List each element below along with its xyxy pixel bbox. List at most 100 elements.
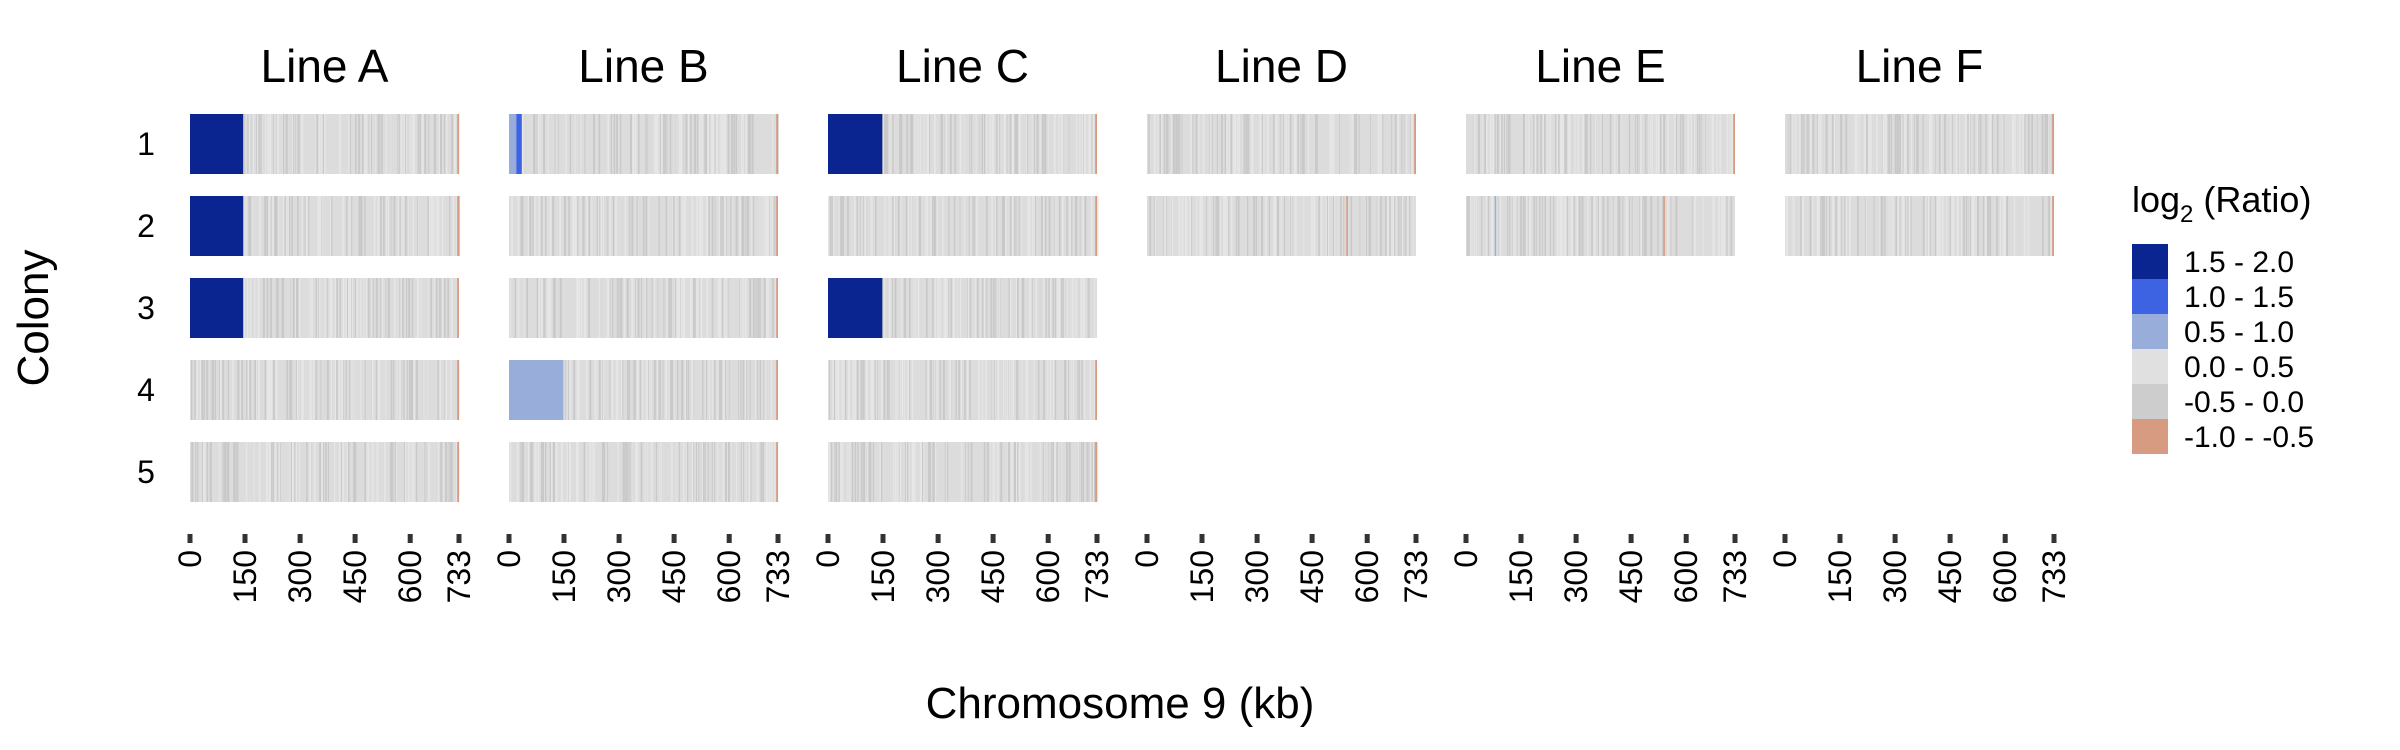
texture-line (720, 360, 722, 420)
texture-line (670, 360, 672, 420)
texture-line (626, 442, 629, 502)
texture-line (1029, 278, 1031, 338)
texture-line (1035, 278, 1037, 338)
texture-line (959, 114, 962, 174)
track-colony-1 (828, 114, 1097, 174)
texture-line (1169, 114, 1171, 174)
texture-line (305, 196, 308, 256)
texture-line (412, 442, 415, 502)
texture-line (400, 196, 402, 256)
texture-line (1401, 196, 1404, 256)
texture-line (434, 278, 436, 338)
texture-line (852, 360, 855, 420)
texture-line (647, 442, 649, 502)
texture-line (1006, 114, 1008, 174)
texture-line (1048, 114, 1050, 174)
texture-line (371, 442, 374, 502)
texture-line (1564, 114, 1566, 174)
texture-line (632, 114, 634, 174)
texture-line (897, 360, 898, 420)
texture-line (396, 360, 398, 420)
x-tick (1732, 534, 1738, 543)
texture-line (706, 114, 708, 174)
texture-line (762, 196, 764, 256)
x-tick (1309, 534, 1315, 543)
legend-swatch (2132, 349, 2168, 384)
texture-line (895, 278, 897, 338)
texture-line (1005, 360, 1007, 420)
texture-line (996, 196, 998, 256)
texture-line (291, 114, 293, 174)
texture-line (675, 114, 677, 174)
texture-line (1989, 114, 1992, 174)
texture-line (416, 360, 418, 420)
texture-line (427, 196, 429, 256)
texture-line (947, 442, 949, 502)
texture-line (1513, 196, 1515, 256)
texture-line (856, 360, 858, 420)
texture-line (1181, 114, 1183, 174)
texture-line (719, 196, 721, 256)
track-background (1147, 114, 1416, 174)
texture-line (559, 278, 562, 338)
texture-line (742, 114, 744, 174)
texture-line (1069, 196, 1071, 256)
texture-line (1910, 114, 1913, 174)
texture-line (291, 114, 293, 174)
texture-line (930, 360, 932, 420)
x-tick-label: 300 (920, 550, 956, 603)
track-colony-3 (828, 278, 1097, 338)
texture-line (1223, 196, 1225, 256)
texture-line (940, 114, 942, 174)
texture-line (412, 196, 414, 256)
texture-line (722, 360, 724, 420)
texture-line (1091, 442, 1094, 502)
x-tick-label: 733 (1398, 550, 1434, 603)
facet-line-b: Line B0 150 300 450 600 733 (491, 40, 796, 603)
texture-line (586, 196, 589, 256)
track-background (1785, 196, 2054, 256)
texture-line (522, 114, 524, 174)
texture-line (1865, 196, 1867, 256)
texture-line (1607, 196, 1609, 256)
texture-line (1718, 196, 1720, 256)
texture-line (1985, 114, 1987, 174)
texture-line (385, 278, 387, 338)
x-tick-label: 0 (172, 550, 208, 568)
texture-line (236, 442, 239, 502)
texture-line (1052, 278, 1054, 338)
texture-line (907, 360, 909, 420)
texture-line (1573, 196, 1575, 256)
texture-line (577, 442, 579, 502)
texture-line (600, 196, 603, 256)
texture-line (671, 442, 673, 502)
texture-line (1045, 278, 1047, 338)
texture-line (1495, 114, 1497, 174)
texture-line (349, 278, 351, 338)
texture-line (1090, 196, 1093, 256)
texture-line (616, 278, 619, 338)
x-tick (1413, 534, 1419, 543)
texture-line (635, 196, 637, 256)
texture-line (757, 360, 759, 420)
x-tick (407, 534, 413, 543)
legend-title-prefix: log (2132, 179, 2180, 220)
texture-line (539, 114, 541, 174)
texture-line (924, 278, 926, 338)
texture-line (711, 196, 714, 256)
texture-line (576, 442, 578, 502)
x-tick-label: 0 (491, 550, 527, 568)
texture-line (709, 114, 710, 174)
texture-line (551, 442, 553, 502)
texture-line (289, 360, 292, 420)
texture-line (832, 360, 834, 420)
track-texture (1787, 114, 2055, 174)
texture-line (681, 360, 684, 420)
texture-line (1068, 114, 1070, 174)
texture-line (934, 360, 935, 420)
texture-line (770, 442, 773, 502)
texture-line (1285, 114, 1288, 174)
x-tick (1254, 534, 1260, 543)
texture-line (1868, 114, 1870, 174)
texture-line (308, 196, 310, 256)
